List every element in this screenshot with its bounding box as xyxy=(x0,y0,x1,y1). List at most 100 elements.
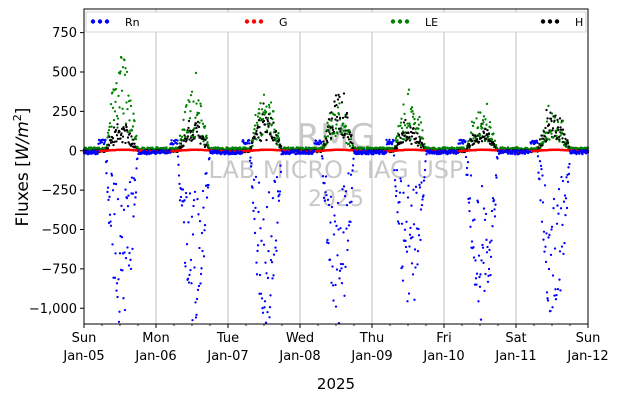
point-h xyxy=(399,136,402,139)
point-le xyxy=(193,135,197,138)
point-rn xyxy=(538,160,542,163)
point-h xyxy=(121,135,125,138)
point-rn xyxy=(211,152,214,155)
point-le xyxy=(552,136,555,139)
point-rn xyxy=(413,248,417,251)
point-h xyxy=(328,132,332,135)
point-h xyxy=(191,138,194,141)
point-rn xyxy=(262,218,265,221)
point-le xyxy=(265,129,269,132)
point-rn xyxy=(255,273,259,276)
point-rn xyxy=(252,209,255,213)
point-rn xyxy=(499,151,503,155)
point-h xyxy=(125,125,128,129)
point-le xyxy=(421,129,424,132)
point-rn xyxy=(126,205,130,208)
point-h xyxy=(264,116,268,119)
point-rn xyxy=(191,233,195,236)
point-le xyxy=(411,115,415,119)
point-le xyxy=(482,121,485,124)
point-h xyxy=(182,139,186,142)
point-h xyxy=(342,136,345,139)
point-rn xyxy=(475,272,479,275)
point-le xyxy=(348,129,351,132)
point-le xyxy=(109,102,113,106)
point-rn xyxy=(343,294,346,297)
point-rn xyxy=(271,196,275,200)
point-rn xyxy=(420,203,424,207)
point-rn xyxy=(321,174,325,178)
point-rn xyxy=(342,185,346,188)
point-rn xyxy=(495,176,498,179)
point-le xyxy=(399,121,403,124)
point-le xyxy=(322,146,326,149)
point-rn xyxy=(394,194,398,198)
point-rn xyxy=(272,274,275,277)
point-rn xyxy=(465,166,469,170)
point-le xyxy=(326,135,330,138)
point-h xyxy=(268,122,271,125)
point-le xyxy=(253,127,256,131)
point-rn xyxy=(93,149,97,152)
point-rn xyxy=(276,190,280,193)
point-rn xyxy=(104,138,107,142)
point-rn xyxy=(317,143,321,146)
point-le xyxy=(539,146,542,150)
point-le xyxy=(206,141,209,144)
point-rn xyxy=(116,197,120,201)
point-rn xyxy=(247,139,251,142)
point-rn xyxy=(490,209,494,213)
point-rn xyxy=(265,205,269,209)
point-h xyxy=(404,118,407,122)
point-h xyxy=(337,93,340,97)
point-rn xyxy=(202,206,205,209)
point-rn xyxy=(266,276,270,280)
point-rn xyxy=(200,231,204,235)
point-rn xyxy=(201,249,204,253)
point-le xyxy=(488,120,492,124)
point-h xyxy=(338,95,341,99)
point-h xyxy=(185,137,189,140)
point-rn xyxy=(136,157,139,160)
point-rn xyxy=(275,176,279,179)
point-h xyxy=(188,138,191,141)
point-le xyxy=(120,56,123,59)
point-le xyxy=(560,131,564,134)
point-rn xyxy=(252,178,256,181)
point-h xyxy=(339,130,342,133)
point-h xyxy=(419,146,423,149)
point-le xyxy=(406,92,410,96)
point-rn xyxy=(418,186,422,189)
point-le xyxy=(117,94,120,98)
point-le xyxy=(403,112,406,116)
point-le xyxy=(262,111,265,114)
point-rn xyxy=(489,255,493,258)
point-h xyxy=(540,134,543,137)
point-rn xyxy=(276,221,279,224)
point-rn xyxy=(96,152,99,156)
point-rn xyxy=(469,174,473,177)
point-rn xyxy=(208,149,212,152)
point-h xyxy=(257,119,261,122)
point-rn xyxy=(200,267,203,270)
point-rn xyxy=(289,149,293,152)
point-le xyxy=(403,124,407,127)
point-h xyxy=(277,138,281,142)
point-rn xyxy=(274,239,278,242)
point-rn xyxy=(118,310,121,313)
point-rn xyxy=(394,185,397,188)
point-h xyxy=(564,137,567,141)
point-h xyxy=(118,130,121,133)
point-rn xyxy=(481,246,485,249)
point-rn xyxy=(490,239,493,242)
point-rn xyxy=(122,297,125,300)
point-le xyxy=(114,100,117,104)
point-rn xyxy=(320,154,324,158)
point-h xyxy=(204,138,207,141)
point-le xyxy=(351,144,355,147)
point-rn xyxy=(406,196,410,199)
point-le xyxy=(410,106,414,109)
point-h xyxy=(111,137,115,140)
point-rn xyxy=(537,171,540,174)
point-rn xyxy=(111,189,115,192)
